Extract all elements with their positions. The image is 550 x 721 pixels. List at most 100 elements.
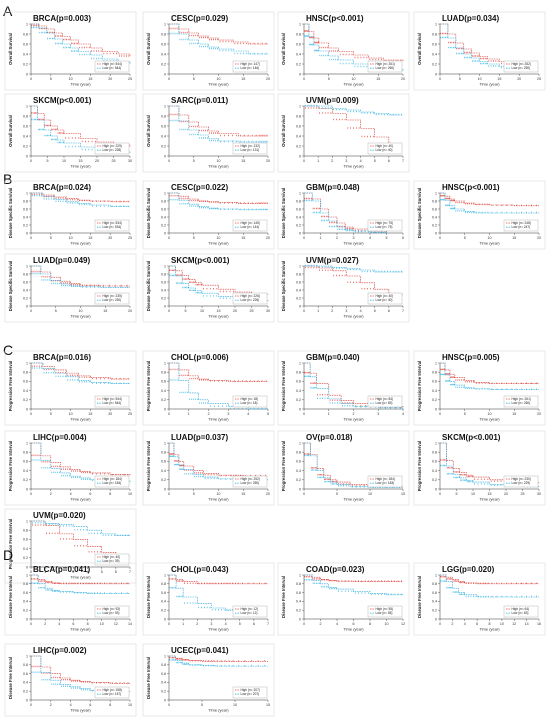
y-axis-label: Overall Survival bbox=[281, 115, 286, 147]
y-tick-label: 0.4 bbox=[161, 469, 166, 473]
y-tick-label: 1 bbox=[299, 191, 301, 195]
y-tick-label: 1 bbox=[435, 22, 437, 26]
x-tick-label: 15 bbox=[241, 492, 245, 496]
legend-entry: High (n= 93) bbox=[103, 607, 121, 611]
panel-frame bbox=[277, 350, 410, 426]
panel-title: COAD(p=0.023) bbox=[306, 565, 365, 574]
x-tick-label: 10 bbox=[200, 309, 204, 313]
legend-box bbox=[232, 395, 268, 408]
panel-title: UVM(p=0.009) bbox=[306, 96, 359, 105]
section-label: C bbox=[3, 342, 13, 358]
y-tick-label: 1 bbox=[299, 104, 301, 108]
y-tick-label: 1 bbox=[299, 264, 301, 268]
y-tick-label: 0.4 bbox=[23, 288, 28, 292]
y-axis-label: Progression Free Interval bbox=[8, 361, 13, 412]
legend-box bbox=[94, 395, 130, 408]
x-tick-label: 10 bbox=[128, 492, 132, 496]
x-tick-label: 6 bbox=[253, 622, 255, 626]
y-tick-label: 0.6 bbox=[296, 124, 301, 128]
legend-entry: Low (n= 207) bbox=[241, 692, 260, 696]
y-tick-label: 0.8 bbox=[23, 582, 28, 586]
y-axis-label: Disease Free Interval bbox=[146, 576, 151, 618]
y-tick-label: 0.8 bbox=[432, 32, 437, 36]
series-high bbox=[440, 574, 539, 585]
legend-entry: High (n= 534) bbox=[103, 221, 122, 225]
x-tick-label: 0 bbox=[303, 412, 305, 416]
x-tick-label: 2 bbox=[44, 622, 46, 626]
x-tick-label: 10 bbox=[79, 309, 83, 313]
series-low bbox=[304, 442, 403, 488]
y-tick-label: 0.2 bbox=[432, 398, 437, 402]
km-panel: SKCM(p<0.001)Progression Free Interval 00… bbox=[413, 430, 546, 506]
series-low bbox=[304, 104, 403, 116]
y-tick-label: 0.4 bbox=[296, 469, 301, 473]
legend-entry: Low (n= 83) bbox=[376, 401, 393, 405]
legend-entry: High (n= 184) bbox=[376, 477, 395, 481]
x-tick-label: 0 bbox=[30, 77, 32, 81]
survival-curve bbox=[440, 574, 539, 598]
y-axis-label: Disease Specific Survival bbox=[8, 188, 13, 239]
x-tick-label: 5 bbox=[336, 492, 338, 496]
legend-entry: Low (n= 226) bbox=[241, 298, 260, 302]
legend: High (n= 230)Low (n= 229) bbox=[503, 475, 539, 488]
y-tick-label: 0.2 bbox=[296, 478, 301, 482]
x-tick-label: 8 bbox=[109, 703, 111, 707]
y-tick-label: 0 bbox=[26, 407, 28, 411]
x-tick-label: 10 bbox=[233, 703, 237, 707]
x-tick-label: 8 bbox=[369, 622, 371, 626]
x-tick-label: 10 bbox=[478, 77, 482, 81]
x-tick-label: 10 bbox=[500, 622, 504, 626]
x-tick-label: 0 bbox=[168, 703, 170, 707]
legend-entry: High (n= 40) bbox=[103, 555, 121, 559]
survival-curve bbox=[31, 362, 130, 380]
y-tick-label: 0 bbox=[164, 304, 166, 308]
series-low bbox=[31, 23, 131, 65]
legend-entry: Low (n= 55) bbox=[376, 611, 393, 615]
x-tick-label: 30 bbox=[537, 492, 541, 496]
y-tick-label: 0.6 bbox=[161, 42, 166, 46]
y-tick-label: 0.4 bbox=[23, 52, 28, 56]
y-axis-label: Overall Survival bbox=[281, 33, 286, 65]
panel-title: GBM(p=0.048) bbox=[306, 183, 360, 192]
x-tick-label: 0 bbox=[30, 492, 32, 496]
survival-curve bbox=[304, 105, 403, 147]
km-panel: LUAD(p=0.037)Progression Free Interval 00… bbox=[142, 430, 275, 506]
y-tick-label: 0.8 bbox=[296, 451, 301, 455]
legend: High (n= 544)Low (n= 544) bbox=[94, 60, 130, 73]
legend-box bbox=[232, 142, 268, 155]
x-tick-label: 4 bbox=[402, 412, 404, 416]
x-tick-label: 16 bbox=[537, 622, 541, 626]
x-tick-label: 0 bbox=[439, 236, 441, 240]
x-tick-label: 0 bbox=[439, 622, 441, 626]
y-tick-label: 0 bbox=[299, 231, 301, 235]
y-tick-label: 0 bbox=[299, 72, 301, 76]
panel-title: GBM(p=0.040) bbox=[306, 353, 360, 362]
x-tick-label: 2 bbox=[331, 309, 333, 313]
y-tick-label: 0.4 bbox=[296, 389, 301, 393]
y-tick-label: 0 bbox=[26, 231, 28, 235]
km-panel: LUAD(p=0.049)Disease Specific Survival 00… bbox=[4, 253, 137, 323]
y-tick-label: 0.2 bbox=[23, 556, 28, 560]
y-tick-label: 0.8 bbox=[23, 451, 28, 455]
panel-frame bbox=[413, 350, 546, 426]
y-tick-label: 0.2 bbox=[23, 609, 28, 613]
km-panel: BLCA(p=0.041)Disease Free Interval00.20.… bbox=[4, 562, 137, 636]
x-tick-label: 8 bbox=[489, 622, 491, 626]
x-tick-label: 8 bbox=[87, 622, 89, 626]
x-tick-label: 10 bbox=[385, 622, 389, 626]
legend-entry: Low (n= 146) bbox=[241, 66, 260, 70]
legend-entry: Low (n= 247) bbox=[512, 225, 531, 229]
y-tick-label: 1 bbox=[26, 361, 28, 365]
series-low bbox=[31, 362, 130, 384]
km-panel: HNSC(p<0.001) Overall Survival 0 0.2 0.4 0.6 0… bbox=[277, 11, 410, 91]
x-tick-label: 20 bbox=[504, 492, 508, 496]
km-panel: UVM(p=0.027) Disease Specific Survival 0 0.… bbox=[277, 253, 410, 323]
y-tick-label: 1 bbox=[26, 264, 28, 268]
panel-title: BRCA(p=0.016) bbox=[33, 353, 91, 362]
x-tick-label: 5 bbox=[267, 412, 269, 416]
legend-entry: Low (n= 544) bbox=[103, 66, 122, 70]
legend-box bbox=[232, 60, 268, 73]
survival-curve bbox=[440, 192, 539, 207]
x-tick-label: 15 bbox=[241, 236, 245, 240]
